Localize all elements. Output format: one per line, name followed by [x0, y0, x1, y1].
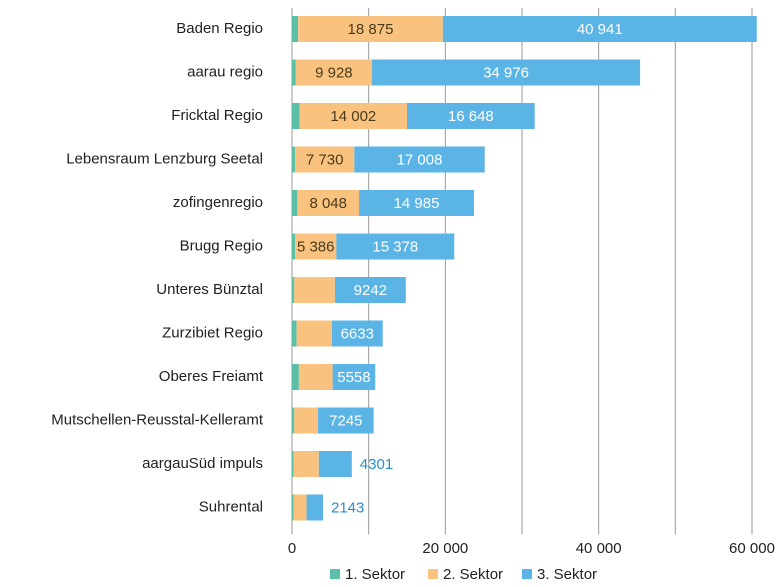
bar-segment: [292, 59, 296, 86]
category-label: Unteres Bünztal: [156, 281, 263, 298]
category-label: Brugg Regio: [180, 237, 263, 254]
value-label: 4301: [360, 456, 393, 473]
legend-swatch: [522, 569, 532, 579]
value-label: 2143: [331, 499, 364, 516]
bar-segment: [371, 59, 641, 86]
x-tick-label: 20 000: [422, 540, 468, 557]
bar-segment: [292, 364, 299, 390]
legend-swatch: [330, 569, 340, 579]
category-label: Fricktal Regio: [171, 107, 263, 124]
bar-segment: [292, 16, 299, 42]
value-label: 14 985: [394, 195, 440, 212]
bar-segment: [296, 320, 332, 347]
bar-segment: [294, 407, 319, 434]
value-label: 14 002: [330, 108, 376, 125]
x-tick-label: 0: [288, 540, 296, 557]
bar-segment: [292, 146, 296, 173]
bar-segment: [295, 59, 372, 86]
value-label: 7245: [329, 412, 362, 429]
x-tick-label: 40 000: [576, 540, 622, 557]
bar-segment: [442, 16, 757, 42]
value-label: 5558: [337, 369, 370, 386]
category-label: aarau regio: [187, 63, 263, 80]
value-label: 34 976: [483, 64, 529, 81]
bar-segment: [295, 146, 355, 173]
x-tick-label: 60 000: [729, 540, 775, 557]
category-label: Suhrental: [199, 498, 263, 515]
category-label: Zurzibiet Regio: [162, 324, 263, 341]
bar-segment: [336, 233, 455, 260]
value-label: 18 875: [348, 21, 394, 38]
bar-segment: [293, 451, 319, 477]
category-label: zofingenregio: [173, 194, 263, 211]
category-label: Lebensraum Lenzburg Seetal: [66, 150, 263, 167]
value-label: 5 386: [297, 238, 335, 255]
value-label: 9242: [354, 282, 387, 299]
bar-segment: [292, 320, 297, 347]
bar-segment: [292, 103, 300, 129]
bar-segment: [292, 451, 294, 477]
bar-segment: [292, 407, 295, 434]
bar-segment: [297, 190, 360, 216]
bar-segment: [292, 494, 294, 521]
bar-segment: [292, 233, 296, 260]
value-label: 8 048: [309, 195, 347, 212]
bar-segment: [294, 277, 335, 303]
value-label: 17 008: [397, 151, 443, 168]
bar-segment: [407, 103, 535, 129]
value-label: 16 648: [448, 108, 494, 125]
bar-segment: [292, 190, 298, 216]
bar-segment: [298, 16, 443, 42]
bar-segment: [295, 233, 337, 260]
bar-segment: [359, 190, 474, 216]
value-label: 9 928: [315, 64, 353, 81]
value-label: 6633: [341, 325, 374, 342]
bar-segment: [292, 277, 295, 303]
legend-label: 3. Sektor: [537, 566, 597, 583]
legend-label: 1. Sektor: [345, 566, 405, 583]
category-label: Oberes Freiamt: [159, 368, 264, 385]
bar-segment: [331, 320, 383, 347]
category-label: aargauSüd impuls: [142, 455, 263, 472]
bar-segment: [293, 494, 307, 521]
bar-segment: [354, 146, 485, 173]
bar-segment: [318, 407, 374, 434]
bar-segment: [318, 451, 352, 477]
value-label: 7 730: [306, 151, 344, 168]
category-label: Baden Regio: [176, 20, 263, 37]
category-label: Mutschellen-Reusstal-Kelleramt: [51, 411, 264, 428]
legend-label: 2. Sektor: [443, 566, 503, 583]
bar-segment: [306, 494, 323, 521]
bar-segment: [299, 103, 408, 129]
value-label: 15 378: [372, 238, 418, 255]
bar-segment: [332, 364, 376, 390]
bar-segment: [298, 364, 333, 390]
value-label: 40 941: [577, 21, 623, 38]
bar-segment: [334, 277, 406, 303]
legend-swatch: [428, 569, 438, 579]
